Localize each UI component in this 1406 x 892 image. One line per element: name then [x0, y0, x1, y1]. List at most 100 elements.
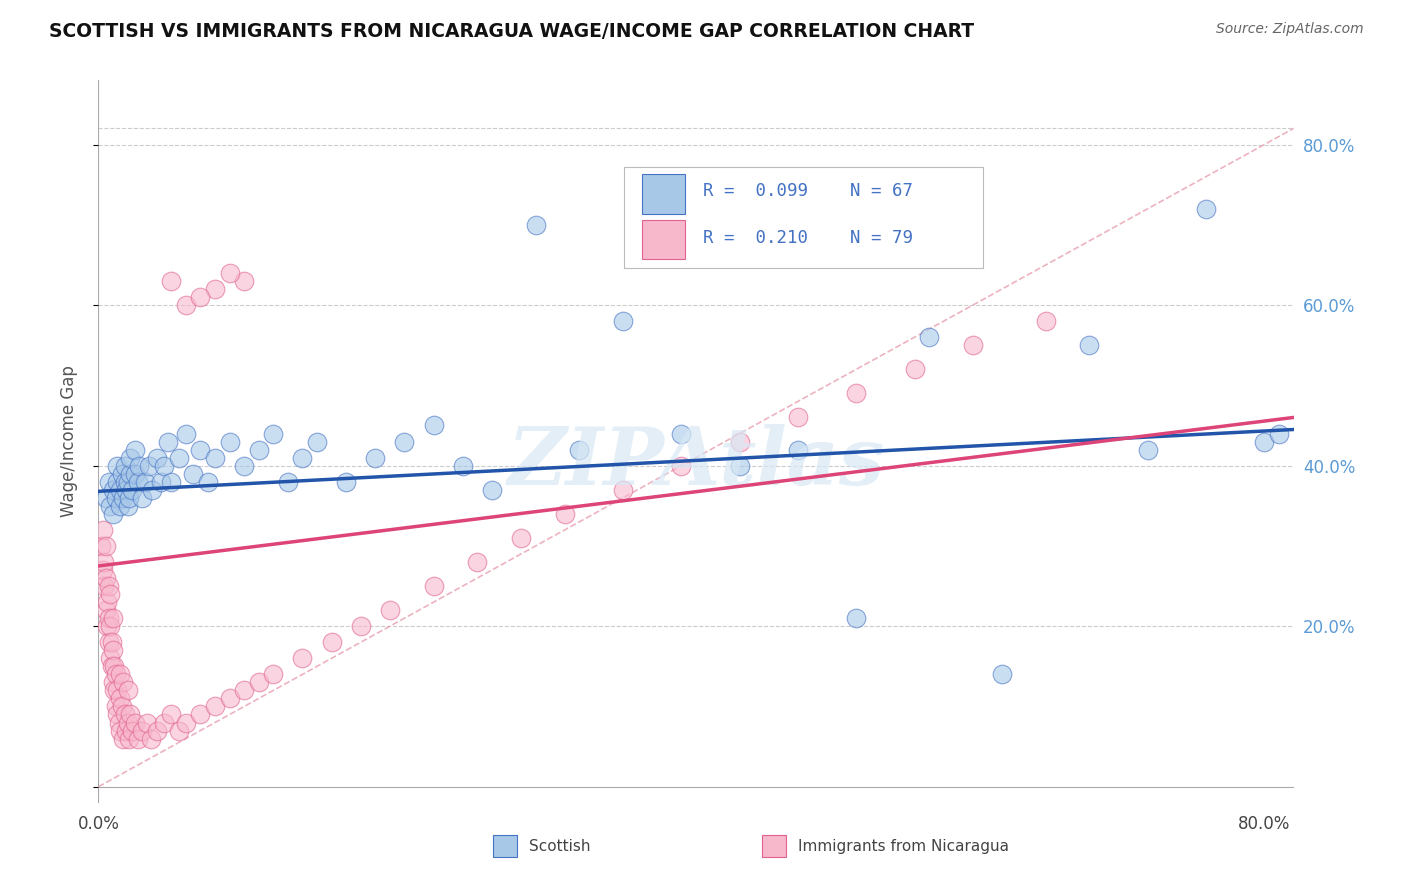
FancyBboxPatch shape [624, 167, 983, 268]
Point [120, 467, 142, 481]
FancyBboxPatch shape [643, 219, 685, 260]
Point [120, 450, 142, 465]
Point [97, 475, 120, 489]
Point [114, 458, 136, 473]
Point [93, 579, 115, 593]
Point [1136, 442, 1159, 457]
Point [612, 483, 634, 497]
Point [90, 539, 112, 553]
Point [671, 426, 693, 441]
Point [131, 723, 153, 738]
Point [98, 619, 121, 633]
Point [1253, 434, 1275, 449]
Point [101, 507, 124, 521]
Point [145, 450, 167, 465]
Point [118, 491, 141, 505]
FancyBboxPatch shape [762, 835, 786, 857]
Point [335, 475, 357, 489]
Point [204, 282, 226, 296]
Point [190, 290, 212, 304]
Point [157, 434, 180, 449]
Point [121, 723, 143, 738]
Point [134, 475, 156, 489]
Point [1268, 426, 1291, 441]
Point [101, 611, 124, 625]
Point [554, 507, 576, 521]
Point [197, 475, 219, 489]
Point [103, 659, 125, 673]
Point [124, 715, 146, 730]
Point [98, 587, 121, 601]
FancyBboxPatch shape [643, 174, 685, 214]
Point [114, 475, 136, 489]
Point [481, 483, 503, 497]
Point [262, 667, 284, 681]
Point [120, 707, 142, 722]
Point [104, 667, 127, 681]
Point [150, 475, 173, 489]
Point [139, 731, 162, 746]
Point [305, 434, 328, 449]
Point [612, 314, 634, 328]
Point [110, 723, 132, 738]
Text: Immigrants from Nicaragua: Immigrants from Nicaragua [797, 838, 1008, 854]
Point [218, 434, 240, 449]
Point [204, 699, 226, 714]
Point [110, 691, 132, 706]
Point [98, 499, 121, 513]
Point [112, 675, 135, 690]
Point [233, 274, 256, 288]
Point [918, 330, 941, 344]
Point [845, 611, 868, 625]
Point [101, 643, 124, 657]
Point [728, 434, 751, 449]
Point [112, 491, 135, 505]
Point [524, 218, 547, 232]
Point [277, 475, 299, 489]
Point [1035, 314, 1057, 328]
Point [174, 298, 197, 312]
Point [128, 458, 150, 473]
Point [422, 418, 444, 433]
Point [100, 659, 122, 673]
Point [98, 651, 121, 665]
Point [291, 450, 314, 465]
Point [218, 691, 240, 706]
Point [903, 362, 925, 376]
Point [422, 579, 444, 593]
Point [93, 555, 115, 569]
Point [124, 467, 146, 481]
Point [118, 731, 141, 746]
Point [845, 386, 868, 401]
Point [105, 707, 128, 722]
Point [160, 707, 183, 722]
Point [110, 499, 132, 513]
Point [190, 442, 212, 457]
Point [108, 715, 131, 730]
Point [364, 450, 387, 465]
Point [91, 523, 114, 537]
Text: ZIPAtlas: ZIPAtlas [508, 425, 884, 502]
Point [291, 651, 314, 665]
Point [145, 723, 167, 738]
Point [167, 723, 190, 738]
Point [1078, 338, 1101, 352]
Point [94, 491, 117, 505]
Point [124, 442, 146, 457]
Point [97, 635, 120, 649]
Point [112, 731, 135, 746]
Point [262, 426, 284, 441]
Point [962, 338, 984, 352]
Y-axis label: Wage/Income Gap: Wage/Income Gap [59, 366, 77, 517]
Point [787, 442, 810, 457]
Point [247, 442, 270, 457]
Point [671, 458, 693, 473]
Point [153, 715, 176, 730]
Text: SCOTTISH VS IMMIGRANTS FROM NICARAGUA WAGE/INCOME GAP CORRELATION CHART: SCOTTISH VS IMMIGRANTS FROM NICARAGUA WA… [49, 22, 974, 41]
Point [153, 458, 176, 473]
Text: R =  0.099    N = 67: R = 0.099 N = 67 [703, 182, 912, 200]
Point [110, 483, 132, 497]
Point [321, 635, 343, 649]
Point [510, 531, 533, 545]
Point [101, 483, 124, 497]
